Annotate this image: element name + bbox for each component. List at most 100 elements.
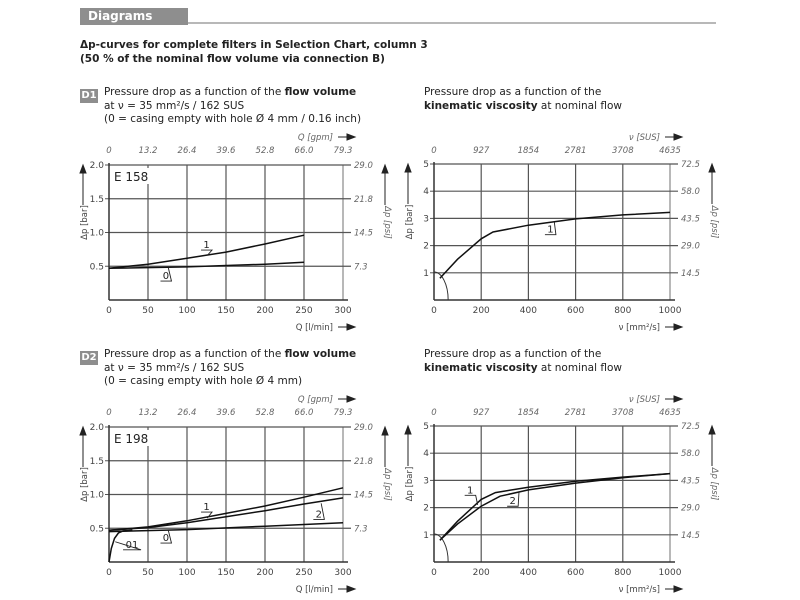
series-label: 1 (467, 485, 473, 496)
y-tick-label: 2 (423, 242, 429, 252)
section-header: Diagrams (80, 8, 188, 25)
desc-bold: flow volume (284, 348, 357, 360)
arrow-up-icon (79, 163, 87, 205)
section-title: Diagrams (88, 9, 153, 23)
d2-viscosity-description: Pressure drop as a function of the kinem… (424, 348, 622, 375)
desc-line-2: at ν = 35 mm²/s / 162 SUS (104, 361, 245, 374)
y2-tick-label: 72.5 (681, 422, 700, 432)
x2-tick-label: 52.8 (256, 146, 276, 156)
diagram-badge-d1: D1 (80, 89, 98, 103)
desc-line-3: (0 = casing empty with hole Ø 4 mm / 0.1… (104, 113, 362, 125)
x-axis-label: Q [l/min] (296, 585, 333, 595)
x-tick-label: 600 (567, 568, 584, 578)
d2-flow-chart: 0 0 50 13.2 100 26.4 150 39.6 200 52.8 250 66.0 300 7… (79, 395, 392, 595)
arrow-up-icon (79, 425, 87, 467)
x-tick-label: 0 (431, 568, 437, 578)
y-tick-label: 2.0 (90, 423, 105, 433)
x-tick-label: 300 (334, 306, 351, 316)
y2-tick-label: 43.5 (681, 214, 700, 224)
x-tick-label: 600 (567, 306, 584, 316)
desc-text: Pressure drop as a function of the (104, 348, 285, 360)
y2-tick-label: 58.0 (681, 187, 700, 197)
desc-line-3: (0 = casing empty with hole Ø 4 mm) (104, 375, 303, 387)
x-tick-label: 0 (106, 306, 112, 316)
series-label: 1 (203, 240, 209, 251)
x-tick-label: 200 (473, 306, 490, 316)
arrow-right-icon (338, 585, 357, 593)
x-tick-label: 0 (106, 568, 112, 578)
x-tick-label: 250 (295, 568, 312, 578)
x2-axis-label: Q [gpm] (298, 133, 333, 143)
d1-viscosity-description: Pressure drop as a function of the kinem… (424, 86, 622, 113)
x-tick-label: 800 (614, 306, 631, 316)
x2-tick-label: 4635 (659, 408, 681, 418)
y-tick-label: 1 (423, 531, 429, 541)
x-tick-label: 1000 (659, 306, 682, 316)
x-tick-label: 0 (431, 306, 437, 316)
x-axis-label: Q [l/min] (296, 323, 333, 333)
x-tick-label: 100 (178, 306, 195, 316)
x2-tick-label: 0 (106, 146, 111, 156)
x-tick-label: 250 (295, 306, 312, 316)
y2-tick-label: 21.8 (354, 195, 374, 205)
arrow-right-icon (338, 395, 357, 403)
arrow-up-icon (381, 163, 389, 205)
x2-tick-label: 26.4 (178, 408, 197, 418)
x2-tick-label: 0 (106, 408, 111, 418)
x2-tick-label: 3708 (612, 146, 634, 156)
x-tick-label: 200 (256, 306, 273, 316)
y-tick-label: 0.5 (90, 262, 104, 272)
intro-line-1: Δp-curves for complete filters in Select… (80, 39, 428, 51)
y-tick-label: 1.0 (90, 491, 105, 501)
series-label-leader (544, 222, 557, 236)
desc-bold: kinematic viscosity (424, 99, 538, 112)
y2-tick-label: 29.0 (681, 242, 700, 252)
series-line-2 (108, 497, 344, 532)
y-tick-label: 5 (423, 160, 429, 170)
series-line-0 (108, 522, 344, 533)
y2-tick-label: 14.5 (681, 269, 700, 279)
x2-tick-label: 4635 (659, 146, 681, 156)
desc-text: at nominal flow (537, 361, 622, 374)
x2-tick-label: 66.0 (295, 408, 314, 418)
series-line-2 (439, 472, 671, 541)
intro-text: Δp-curves for complete filters in Select… (80, 38, 428, 66)
y-tick-label: 1.5 (90, 457, 104, 467)
x2-tick-label: 52.8 (256, 408, 276, 418)
x-axis-label: ν [mm²/s] (619, 585, 660, 595)
series-label-leader (313, 503, 325, 520)
desc-text: Pressure drop as a function of the (104, 86, 285, 98)
x2-tick-label: 39.6 (217, 408, 237, 418)
arrow-up-icon (708, 162, 716, 204)
y-tick-label: 4 (423, 449, 429, 459)
y-axis-label: Δp [bar] (80, 205, 90, 240)
y2-tick-label: 14.5 (354, 491, 373, 501)
series-line-0 (108, 261, 305, 270)
x2-tick-label: 66.0 (295, 146, 314, 156)
x-tick-label: 200 (256, 568, 273, 578)
x-axis-label: ν [mm²/s] (619, 323, 660, 333)
y-tick-label: 0.5 (90, 524, 104, 534)
y-tick-label: 5 (423, 422, 429, 432)
y-tick-label: 3 (423, 476, 429, 486)
x2-tick-label: 3708 (612, 408, 634, 418)
desc-text: at nominal flow (537, 99, 622, 112)
y2-tick-label: 43.5 (681, 476, 700, 486)
series-line-1 (439, 211, 671, 279)
y2-tick-label: 58.0 (681, 449, 700, 459)
y2-axis-label: Δp [psi] (382, 205, 392, 239)
x2-tick-label: 2781 (565, 408, 587, 418)
y-axis-label: Δp [bar] (80, 467, 90, 502)
model-label: E 158 (114, 170, 148, 184)
x2-tick-label: 13.2 (139, 408, 158, 418)
x-tick-label: 200 (473, 568, 490, 578)
y-tick-label: 4 (423, 187, 429, 197)
y2-tick-label: 21.8 (354, 457, 374, 467)
series-label: 2 (509, 496, 515, 507)
series-line-1 (439, 472, 671, 541)
arrow-right-icon (665, 133, 684, 141)
y-tick-label: 2 (423, 504, 429, 514)
series-label-leader (160, 530, 173, 544)
series-label-leader (464, 494, 479, 505)
